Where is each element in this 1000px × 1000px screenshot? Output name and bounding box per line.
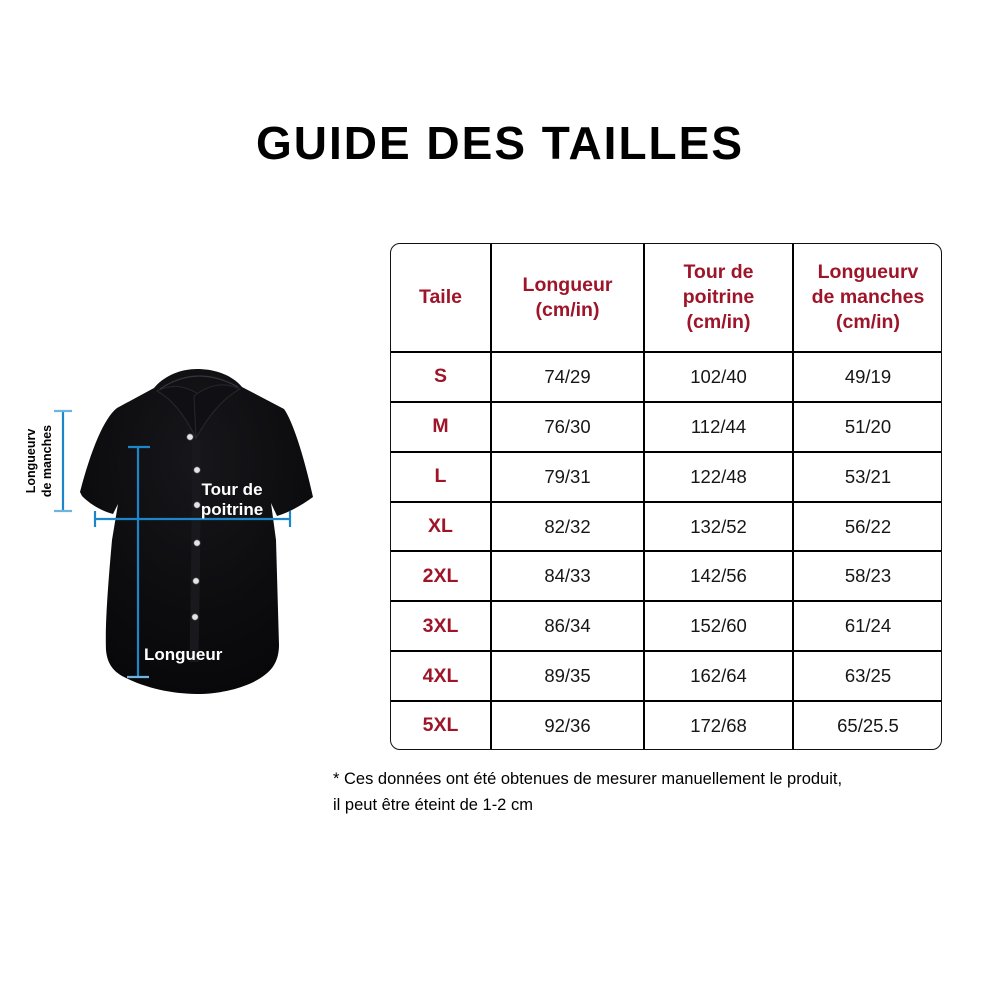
size-table: Taile Longueur (cm/in) Tour de poitrine … (391, 244, 941, 749)
table-row: S 74/29 102/40 49/19 (391, 351, 941, 403)
chest-value: 122/48 (643, 450, 794, 503)
size-cell: S (391, 351, 492, 403)
length-value: 79/31 (490, 450, 645, 503)
disclaimer-line2: il peut être éteint de 1-2 cm (333, 796, 533, 815)
size-cell: 4XL (391, 650, 492, 703)
sleeve-value: 61/24 (792, 600, 941, 653)
measurement-disclaimer: * Ces données ont été obtenues de mesure… (333, 766, 973, 819)
col-header-size: Taile (391, 244, 492, 353)
table-row: 4XL 89/35 162/64 63/25 (391, 650, 941, 703)
shirt-collar-top-edge (159, 375, 239, 390)
length-value: 76/30 (490, 400, 645, 453)
page-title: GUIDE DES TAILLES (255, 117, 745, 169)
size-cell: M (391, 400, 492, 453)
length-value: 89/35 (490, 650, 645, 703)
size-cell: L (391, 450, 492, 503)
chest-value: 152/60 (643, 600, 794, 653)
sleeve-length-label-line2: de manches (39, 424, 54, 498)
shirt-measurement-diagram: Longueurv de manches Tour de poitrine Lo… (24, 350, 335, 705)
sleeve-value: 56/22 (792, 500, 941, 553)
sleeve-value: 58/23 (792, 550, 941, 603)
length-value: 84/33 (490, 550, 645, 603)
table-row: 3XL 86/34 152/60 61/24 (391, 600, 941, 653)
size-cell: XL (391, 500, 492, 553)
table-row: L 79/31 122/48 53/21 (391, 450, 941, 503)
shirt-illustration (54, 369, 313, 694)
table-header-row: Taile Longueur (cm/in) Tour de poitrine … (391, 244, 941, 353)
length-value: 74/29 (490, 351, 645, 403)
sleeve-value: 65/25.5 (792, 700, 941, 749)
disclaimer-line1: * Ces données ont été obtenues de mesure… (333, 770, 843, 788)
size-table-container: Taile Longueur (cm/in) Tour de poitrine … (390, 243, 942, 750)
sleeve-value: 49/19 (792, 351, 941, 403)
length-value: 92/36 (490, 700, 645, 749)
sleeve-length-label-line1: Longueurv (24, 428, 38, 494)
sleeve-value: 51/20 (792, 400, 941, 453)
measurement-lines (54, 409, 292, 679)
table-row: M 76/30 112/44 51/20 (391, 400, 941, 453)
length-value: 82/32 (490, 500, 645, 553)
size-cell: 3XL (391, 600, 492, 653)
table-row: 5XL 92/36 172/68 65/25.5 (391, 700, 941, 749)
table-row: XL 82/32 132/52 56/22 (391, 500, 941, 553)
col-header-length: Longueur (cm/in) (490, 244, 645, 353)
chest-label: Tour de poitrine (200, 480, 264, 520)
chest-value: 162/64 (643, 650, 794, 703)
table-row: 2XL 84/33 142/56 58/23 (391, 550, 941, 603)
length-value: 86/34 (490, 600, 645, 653)
chest-value: 102/40 (643, 351, 794, 403)
chest-value: 172/68 (643, 700, 794, 749)
length-label: Longueur (144, 645, 223, 664)
sleeve-length-label: Longueurv de manches (24, 409, 56, 513)
shirt-buttons (186, 433, 201, 621)
chest-value: 112/44 (643, 400, 794, 453)
sleeve-value: 53/21 (792, 450, 941, 503)
shirt-placket (189, 439, 201, 663)
chest-value: 132/52 (643, 500, 794, 553)
shirt-collar-right (193, 384, 242, 440)
size-cell: 5XL (391, 700, 492, 749)
chest-value: 142/56 (643, 550, 794, 603)
sleeve-value: 63/25 (792, 650, 941, 703)
col-header-sleeve: Longueurv de manches (cm/in) (792, 244, 941, 353)
col-header-chest: Tour de poitrine (cm/in) (643, 244, 794, 353)
size-cell: 2XL (391, 550, 492, 603)
